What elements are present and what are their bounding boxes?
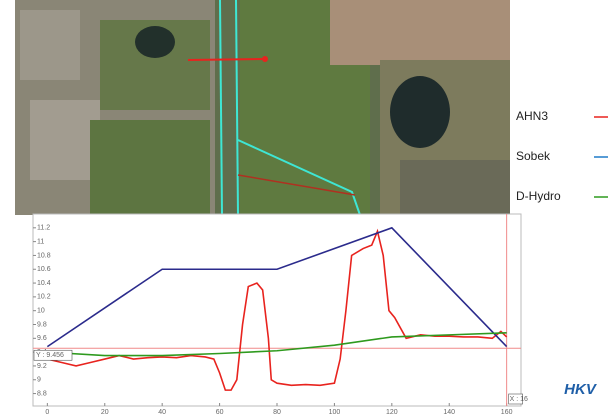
legend: AHN3 Sobek D-Hydro	[516, 109, 608, 203]
x-tick-label: 60	[216, 409, 224, 416]
legend-label: Sobek	[516, 149, 551, 163]
y-tick-label: 11	[37, 238, 44, 245]
legend-label: AHN3	[516, 109, 548, 123]
y-tick-label: 8.8	[37, 390, 47, 397]
legend-label: D-Hydro	[516, 189, 561, 203]
y-tick-label: 11.2	[37, 225, 50, 232]
aerial-map	[15, 0, 510, 215]
y-tick-label: 10.8	[37, 252, 51, 259]
cursor-x-label: X : 16	[510, 396, 528, 403]
y-tick-label: 10.6	[37, 266, 51, 273]
x-tick-label: 80	[273, 409, 281, 416]
y-tick-label: 9.2	[37, 363, 47, 370]
x-tick-label: 140	[443, 409, 455, 416]
y-tick-label: 10.4	[37, 280, 51, 287]
y-tick-label: 9.8	[37, 321, 47, 328]
y-tick-label: 9	[37, 377, 41, 384]
plot-area	[33, 214, 521, 406]
x-tick-label: 20	[101, 409, 109, 416]
y-tick-label: 10	[37, 308, 45, 315]
y-tick-label: 9.6	[37, 335, 47, 342]
x-tick-label: 100	[329, 409, 341, 416]
logo: HKV	[564, 381, 598, 398]
cursor-y-label: Y : 9.456	[36, 352, 64, 359]
x-tick-label: 120	[386, 409, 398, 416]
x-tick-label: 40	[158, 409, 166, 416]
slide: 8.899.29.49.69.81010.210.410.610.81111.2…	[0, 0, 610, 417]
y-tick-label: 10.2	[37, 294, 51, 301]
x-tick-label: 160	[501, 409, 513, 416]
x-tick-label: 0	[45, 409, 49, 416]
